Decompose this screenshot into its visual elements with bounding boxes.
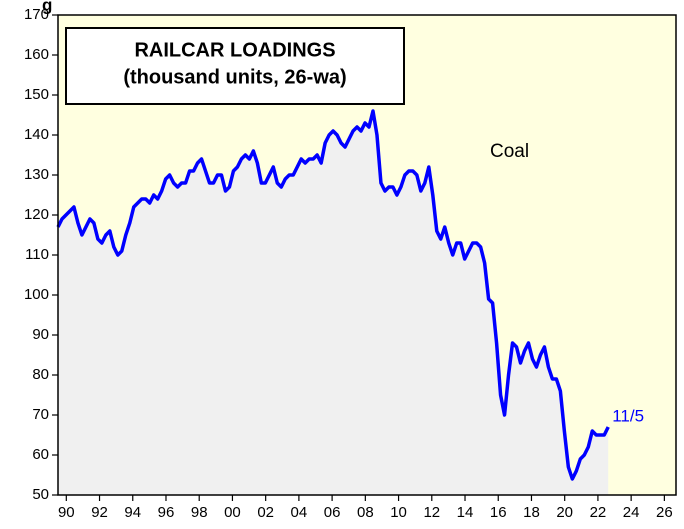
annotation: Coal [490, 141, 529, 162]
y-tick-label: 80 [32, 366, 49, 383]
y-tick-label: 90 [32, 326, 49, 343]
x-tick-label: 02 [257, 504, 274, 521]
line [56, 109, 610, 481]
x-tick-label: 06 [324, 504, 341, 521]
y-tick-label: 110 [25, 246, 49, 263]
x-tick-label: 26 [656, 504, 673, 521]
x-tick-label: 20 [556, 504, 573, 521]
x-tick-label: 00 [224, 504, 241, 521]
x-tick-label: 16 [490, 504, 507, 521]
y-tick-label: 160 [24, 46, 49, 63]
title-box [65, 27, 405, 105]
x-tick-label: 14 [457, 504, 474, 521]
y-tick-label: 120 [24, 206, 49, 223]
x-tick-label: 04 [291, 504, 308, 521]
y-tick-label: 150 [24, 86, 49, 103]
y-tick-label: 130 [24, 166, 49, 183]
y-tick-label: 170 [24, 6, 49, 23]
y-tick-label: 100 [24, 286, 49, 303]
x-tick-label: 90 [58, 504, 75, 521]
x-tick-label: 98 [191, 504, 208, 521]
y-tick-label: 50 [32, 486, 49, 503]
x-tick-label: 24 [623, 504, 640, 521]
y-tick-label: 60 [32, 446, 49, 463]
end-label: 11/5 [612, 406, 644, 425]
chart-title: RAILCAR LOADINGS [134, 39, 335, 61]
x-tick-label: 10 [390, 504, 407, 521]
x-tick-label: 94 [124, 504, 141, 521]
y-tick-label: 70 [32, 406, 49, 423]
x-tick-label: 18 [523, 504, 540, 521]
x-tick-label: 12 [423, 504, 440, 521]
chart-subtitle: (thousand units, 26-wa) [123, 66, 346, 88]
x-tick-label: 96 [158, 504, 175, 521]
area [58, 111, 609, 495]
y-tick-label: 140 [24, 126, 49, 143]
x-tick-label: 22 [590, 504, 607, 521]
x-tick-label: 92 [91, 504, 108, 521]
title-fragment: g [42, 0, 52, 14]
x-tick-label: 08 [357, 504, 374, 521]
